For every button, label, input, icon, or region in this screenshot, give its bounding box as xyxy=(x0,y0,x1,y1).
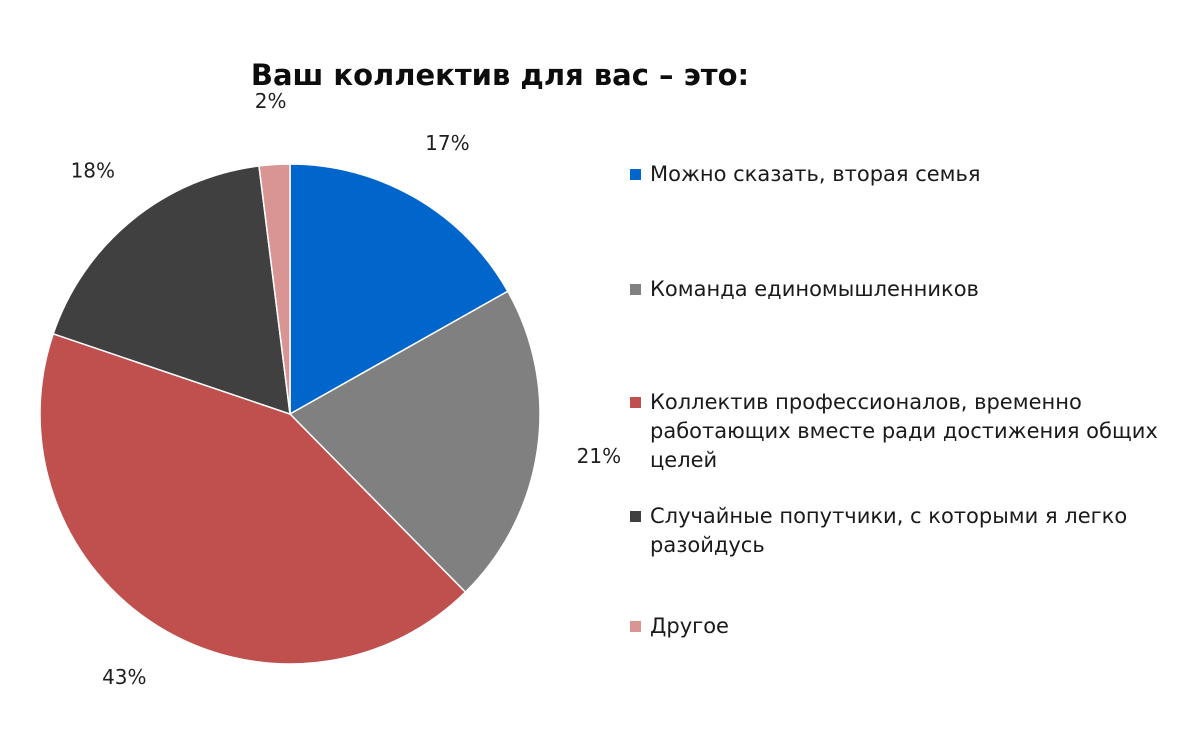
legend-swatch xyxy=(630,397,641,408)
pie-slice-label-2: 21% xyxy=(577,444,621,468)
legend-item-5: Другое xyxy=(630,612,1195,641)
legend-swatch xyxy=(630,284,641,295)
pie-slice-label-1: 17% xyxy=(425,131,469,155)
legend-item-4: Случайные попутчики, с которыми я легко … xyxy=(630,502,1195,560)
legend-swatch xyxy=(630,511,641,522)
legend-swatch xyxy=(630,169,641,180)
pie-slice-2 xyxy=(288,290,541,594)
pie-value-labels: 17% 21% 43% 18% 2% xyxy=(71,89,622,689)
pie-slice-3 xyxy=(39,332,467,665)
pie-slice-label-3: 43% xyxy=(102,665,146,689)
pie-slice-4 xyxy=(52,165,291,416)
pie-slice-label-4: 18% xyxy=(71,159,115,183)
legend-label: Случайные попутчики, с которыми я легко … xyxy=(650,504,1128,557)
legend-label: Можно сказать, вторая семья xyxy=(650,162,981,186)
pie-slices xyxy=(39,163,541,665)
legend-swatch xyxy=(630,621,641,632)
pie-slice-1 xyxy=(289,163,509,416)
legend-item-3: Коллектив профессионалов, временно работ… xyxy=(630,388,1195,475)
legend-label: Команда единомышленников xyxy=(650,277,979,301)
legend-label: Другое xyxy=(650,614,729,638)
chart-title: Ваш коллектив для вас – это: xyxy=(250,58,750,92)
legend-item-2: Команда единомышленников xyxy=(630,275,1195,304)
pie-slice-5 xyxy=(258,163,291,415)
legend-item-1: Можно сказать, вторая семья xyxy=(630,160,1195,189)
legend-label: Коллектив профессионалов, временно работ… xyxy=(650,390,1158,472)
pie-slice-label-5: 2% xyxy=(255,89,287,113)
